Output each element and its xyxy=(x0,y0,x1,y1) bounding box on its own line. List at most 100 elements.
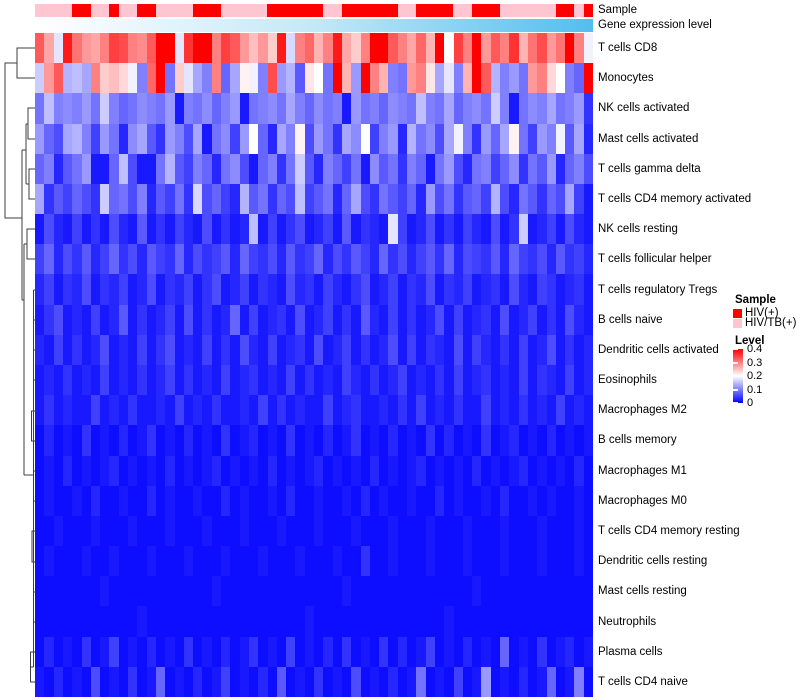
heatmap-cell xyxy=(304,395,314,426)
heatmap-cell xyxy=(44,334,54,365)
heatmap-cell xyxy=(369,93,380,124)
heatmap-cell xyxy=(304,274,314,305)
heatmap-cell xyxy=(267,364,277,396)
heatmap-cell xyxy=(155,606,166,637)
heatmap-cell xyxy=(379,274,389,305)
heatmap-cell xyxy=(35,33,45,64)
sample-annotation-segment xyxy=(564,4,575,17)
heatmap-cell xyxy=(490,93,500,124)
heatmap-cell xyxy=(537,636,547,667)
heatmap-cell xyxy=(137,123,147,154)
heatmap-cell xyxy=(407,214,417,245)
heatmap-cell xyxy=(453,183,463,215)
heatmap-cell xyxy=(574,455,584,486)
heatmap-cell xyxy=(53,123,63,154)
heatmap-cell xyxy=(379,364,389,396)
heatmap-cell xyxy=(332,334,342,365)
heatmap-cell xyxy=(146,546,156,577)
heatmap-cell xyxy=(518,364,528,396)
heatmap-cell xyxy=(583,666,593,697)
heatmap-cell xyxy=(407,183,417,215)
heatmap-cell xyxy=(44,606,54,637)
heatmap-cell xyxy=(230,153,240,184)
heatmap-cell xyxy=(360,304,370,335)
heatmap-cell xyxy=(444,304,454,335)
sample-annotation-segment xyxy=(220,4,231,17)
heatmap-cell xyxy=(295,515,305,547)
row-label: Dendritic cells activated xyxy=(598,343,719,356)
heatmap-cell xyxy=(416,666,426,697)
heatmap-cell xyxy=(397,395,407,426)
heatmap-cell xyxy=(276,33,287,64)
heatmap-cell xyxy=(453,425,463,456)
heatmap-cell xyxy=(62,546,73,577)
legend-level-tick-labels: 0.4 0.3 0.2 0.1 0 xyxy=(747,343,777,409)
heatmap-cell xyxy=(193,183,203,215)
heatmap-cell xyxy=(239,183,249,215)
heatmap-cell xyxy=(314,576,324,607)
heatmap-cell xyxy=(286,546,296,577)
heatmap-cell xyxy=(128,274,138,305)
heatmap-cell xyxy=(146,395,156,426)
heatmap-cell xyxy=(90,576,101,607)
heatmap-cell xyxy=(165,576,175,607)
heatmap-cell xyxy=(146,93,156,124)
heatmap-cell xyxy=(574,606,584,637)
heatmap-cell xyxy=(202,153,212,184)
heatmap-cell xyxy=(397,636,407,667)
heatmap-cell xyxy=(53,606,63,637)
heatmap-cell xyxy=(72,183,82,215)
heatmap-cell xyxy=(565,666,575,697)
heatmap-cell xyxy=(500,93,510,124)
heatmap-cell xyxy=(183,576,194,607)
heatmap-cell xyxy=(146,304,156,335)
heatmap-cell xyxy=(193,123,203,154)
heatmap-cell xyxy=(341,636,352,667)
heatmap-cell xyxy=(341,153,352,184)
heatmap-cell xyxy=(314,33,324,64)
heatmap-cell xyxy=(341,666,352,697)
heatmap-cell xyxy=(341,304,352,335)
heatmap-cell xyxy=(211,425,221,456)
heatmap-cell xyxy=(267,123,277,154)
heatmap-cell xyxy=(174,395,184,426)
heatmap-cell xyxy=(360,274,370,305)
heatmap-cell xyxy=(397,334,407,365)
heatmap-cell xyxy=(574,244,584,275)
heatmap-cell xyxy=(416,33,426,64)
heatmap-cell xyxy=(379,455,389,486)
heatmap-cell xyxy=(360,666,370,697)
heatmap-cell xyxy=(248,93,259,124)
heatmap-cell xyxy=(53,214,63,245)
heatmap-cell xyxy=(462,395,473,426)
heatmap-cell xyxy=(518,425,528,456)
heatmap-cell xyxy=(332,485,342,516)
heatmap-cell xyxy=(202,63,212,94)
heatmap-cell xyxy=(341,334,352,365)
heatmap-cell xyxy=(221,304,231,335)
heatmap-cell xyxy=(518,576,528,607)
heatmap-cell xyxy=(574,395,584,426)
heatmap-cell xyxy=(425,123,435,154)
heatmap-cell xyxy=(397,515,407,547)
heatmap-cell xyxy=(137,455,147,486)
heatmap-cell xyxy=(574,33,584,64)
heatmap-cell xyxy=(202,214,212,245)
heatmap-cell xyxy=(565,304,575,335)
heatmap-cell xyxy=(258,606,268,637)
sample-annotation-segment xyxy=(388,4,398,17)
heatmap-cell xyxy=(258,576,268,607)
heatmap-cell xyxy=(323,666,333,697)
heatmap-cell xyxy=(211,153,221,184)
heatmap-cell xyxy=(314,606,324,637)
heatmap-cell xyxy=(351,123,361,154)
heatmap-cell xyxy=(351,244,361,275)
heatmap-cell xyxy=(146,334,156,365)
heatmap-cell xyxy=(221,153,231,184)
heatmap-cell xyxy=(202,244,212,275)
heatmap-cell xyxy=(165,33,175,64)
heatmap-cell xyxy=(453,274,463,305)
heatmap-cell xyxy=(555,33,566,64)
heatmap-cell xyxy=(481,274,491,305)
heatmap-cell xyxy=(416,244,426,275)
